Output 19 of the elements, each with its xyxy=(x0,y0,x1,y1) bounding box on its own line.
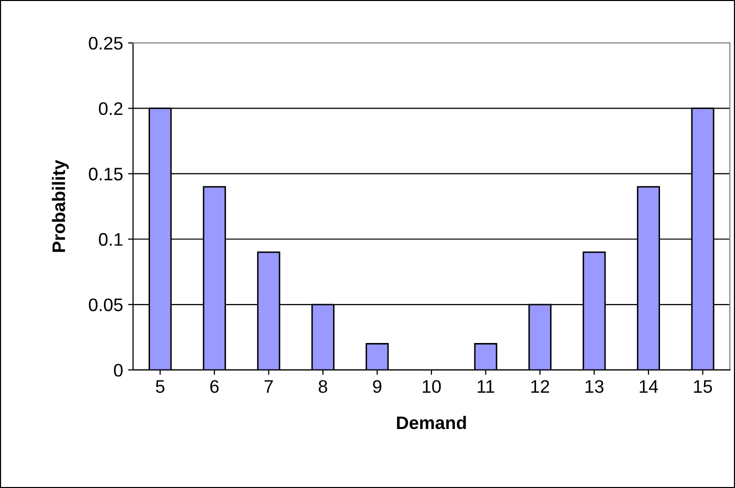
x-tick-label: 6 xyxy=(210,380,219,393)
x-tick-label: 5 xyxy=(156,380,164,393)
y-tick-label: 0 xyxy=(114,364,123,377)
y-tick-label: 0.1 xyxy=(98,233,122,246)
x-tick-label: 7 xyxy=(264,380,273,393)
x-tick-label: 13 xyxy=(586,380,604,393)
x-tick-label: 15 xyxy=(694,380,712,393)
x-tick-label: 11 xyxy=(478,380,494,393)
x-tick-label: 8 xyxy=(318,380,328,393)
x-axis-title: Demand xyxy=(397,416,466,430)
y-axis-title: Probability xyxy=(52,160,69,252)
y-tick-label: 0.25 xyxy=(88,36,123,50)
x-tick-label: 9 xyxy=(373,380,382,393)
y-tick-label: 0.15 xyxy=(88,168,123,180)
x-tick-label: 10 xyxy=(422,380,441,393)
x-tick-label: 12 xyxy=(531,380,550,393)
y-tick-label: 0.05 xyxy=(88,298,123,312)
x-tick-label: 14 xyxy=(640,380,658,393)
y-tick-label: 0.2 xyxy=(98,102,122,116)
